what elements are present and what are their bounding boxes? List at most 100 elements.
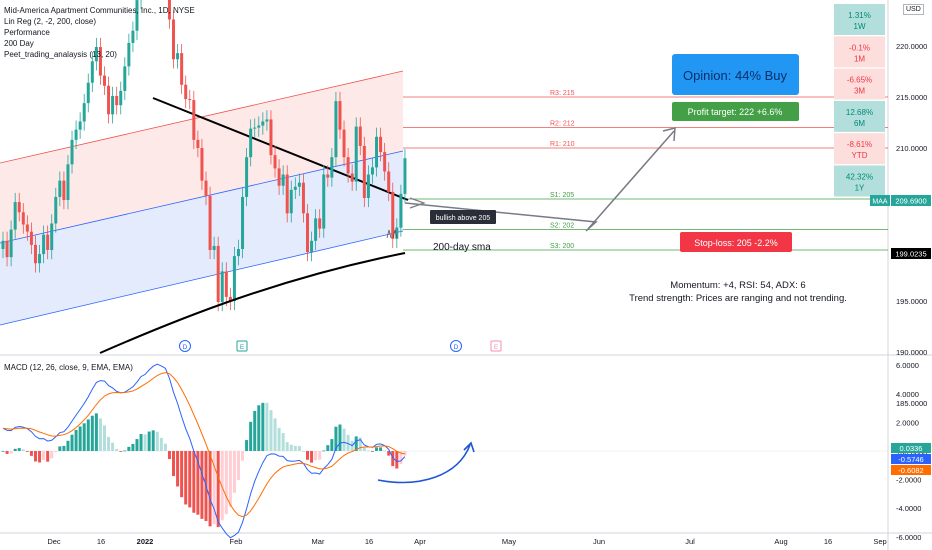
macd-histogram-bar [163,443,167,451]
macd-histogram-bar [94,413,98,451]
candle-body [383,152,387,172]
time-label-4: Mar [312,537,325,546]
macd-histogram-bar [184,451,188,505]
macd-histogram-bar [21,449,25,451]
macd-histogram-bar [42,451,46,460]
price-tick-6: 215.0000 [896,93,927,102]
candle-body [241,196,245,249]
macd-histogram-bar [123,450,127,452]
candle-body [200,148,204,181]
performance-value-5: 42.32% [846,173,873,182]
macd-histogram-bar [17,448,21,451]
candle-body [285,174,289,214]
candle-body [338,101,342,130]
macd-histogram-bar [249,421,253,451]
macd-histogram-bar [383,450,387,452]
candle-body [395,227,399,239]
macd-histogram-bar [379,447,383,451]
candle-body [310,240,314,253]
candle-body [314,218,318,241]
macd-curve-arrowhead [463,441,475,453]
candle-body [5,240,9,258]
candle-body [33,244,37,264]
candle-body [9,229,13,258]
candle-body [330,157,334,178]
macd-histogram-bar [29,451,33,456]
legend-200-day[interactable]: 200 Day [4,39,34,48]
macd-histogram-bar [318,451,322,460]
macd-histogram-bar [38,451,42,463]
profit-target-text: Profit target: 222 +6.6% [688,107,783,117]
legend-peet[interactable]: Peet_trading_analaysis (13, 20) [4,50,117,59]
macd-histogram-bar [111,442,115,451]
macd-histogram-bar [342,428,346,451]
macd-histogram-bar [167,451,171,460]
macd-histogram-bar [139,433,143,451]
candle-body [366,174,370,198]
candle-body [90,61,94,83]
legend-block: Mid-America Apartment Communities, Inc.,… [4,5,195,60]
macd-histogram-bar [25,451,29,452]
performance-cell-2 [834,68,885,100]
macd-histogram-bar [115,449,119,451]
bullish-label-text: bullish above 205 [436,215,491,222]
macd-histogram-bar [58,446,62,451]
macd-histogram-bar [172,451,176,477]
level-label-4: S2: 202 [550,223,574,230]
performance-period-1: 1M [854,54,865,63]
macd-histogram-bar [62,445,66,451]
currency-badge[interactable]: USD [903,4,924,15]
bullish-label-box [430,210,496,224]
candle-body [289,189,293,214]
macd-curve-arrow [377,444,471,484]
candle-body [74,129,78,140]
macd-histogram-bar [103,425,106,451]
event-marker-box-1 [236,340,248,352]
macd-legend[interactable]: MACD (12, 26, close, 9, EMA, EMA) [4,363,133,372]
candle-body [184,84,188,100]
macd-histogram-bar [176,451,180,487]
opinion-box [672,54,799,95]
stop-loss-box [680,232,792,252]
macd-histogram-bar [265,402,269,451]
signal-line [2,372,405,518]
candle-body [127,42,131,67]
legend-performance[interactable]: Performance [4,28,50,37]
profit-target-box [672,102,799,121]
performance-period-0: 1W [854,22,866,31]
candle-body [94,47,98,62]
time-label-2: 2022 [137,537,154,546]
price-tick-9: 195.0000 [896,297,927,306]
macd-tick-1: 4.0000 [896,390,919,399]
candle-body [277,168,281,186]
event-marker-3: E [494,344,499,351]
candle-body [350,173,354,182]
macd-histogram-bar [155,431,159,451]
trend-text: Trend strength: Prices are ranging and n… [629,293,847,304]
sma-tag: 199.0235 [895,250,926,259]
macd-histogram-bar [285,442,289,451]
macd-histogram-bar [391,451,395,467]
level-label-3: S1: 205 [550,192,574,199]
macd-tag-bg-2 [891,465,931,475]
signal-arrows [386,229,398,239]
candle-body [119,90,123,106]
price-tick-5: 220.0000 [896,42,927,51]
candle-body [58,180,62,197]
macd-histogram-bar [216,451,220,528]
macd-histogram-bar [78,426,82,451]
candle-body [318,218,322,229]
candle-body [196,139,200,148]
candle-body [17,202,21,213]
candle-body [62,180,66,201]
level-label-0: R3: 215 [550,90,575,97]
macd-tick-4: -4.0000 [896,504,921,513]
performance-value-3: 12.68% [846,108,873,117]
macd-histogram-bar [143,434,147,451]
candle-body [115,95,119,106]
candle-body [269,119,273,156]
opinion-text: Opinion: 44% Buy [683,68,788,83]
legend-lin-reg[interactable]: Lin Reg (2, -2, 200, close) [4,17,97,26]
